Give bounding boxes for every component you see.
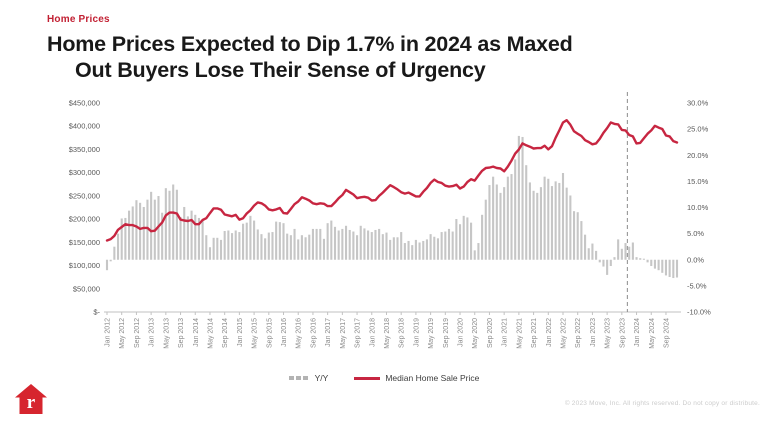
right-axis-labels: 30.0% 25.0% 20.0% 15.0% 10.0% 5.0% 0.0% -5.0% -1… xyxy=(687,99,711,317)
svg-text:Jan 2013: Jan 2013 xyxy=(149,318,156,347)
svg-text:Sep 2015: Sep 2015 xyxy=(266,318,273,348)
svg-text:Sep 2013: Sep 2013 xyxy=(178,318,185,348)
svg-text:Jan 2024: Jan 2024 xyxy=(634,318,641,347)
realtor-home-icon: r xyxy=(15,384,47,414)
svg-text:10.0%: 10.0% xyxy=(687,203,709,212)
svg-text:Jan 2022: Jan 2022 xyxy=(546,318,553,347)
left-axis-labels: $450,000 $400,000 $350,000 $300,000 $250,000… xyxy=(69,99,101,317)
svg-text:May 2017: May 2017 xyxy=(340,318,347,349)
legend-item-price: Median Home Sale Price xyxy=(354,373,479,383)
svg-text:$200,000: $200,000 xyxy=(69,215,100,224)
svg-text:May 2023: May 2023 xyxy=(605,318,612,349)
svg-text:$-: $- xyxy=(93,308,100,317)
svg-text:Jan 2021: Jan 2021 xyxy=(502,318,509,347)
svg-text:-5.0%: -5.0% xyxy=(687,281,707,290)
svg-text:May 2022: May 2022 xyxy=(561,318,568,349)
svg-text:Sep 2016: Sep 2016 xyxy=(310,318,317,348)
svg-text:$350,000: $350,000 xyxy=(69,145,100,154)
copyright-notice: © 2023 Move, Inc. All rights reserved. D… xyxy=(564,400,760,407)
yoy-bars xyxy=(105,135,679,279)
price-swatch-icon xyxy=(354,376,381,380)
svg-text:Jan 2017: Jan 2017 xyxy=(325,318,332,347)
svg-text:Jan 2012: Jan 2012 xyxy=(105,318,112,347)
svg-text:May 2020: May 2020 xyxy=(472,318,479,349)
svg-text:Jan 2014: Jan 2014 xyxy=(193,318,200,347)
svg-text:Jan 2015: Jan 2015 xyxy=(237,318,244,347)
svg-text:Jan 2016: Jan 2016 xyxy=(281,318,288,347)
svg-text:20.0%: 20.0% xyxy=(687,151,709,160)
svg-text:$50,000: $50,000 xyxy=(73,284,100,293)
svg-text:-10.0%: -10.0% xyxy=(687,308,711,317)
svg-text:$100,000: $100,000 xyxy=(69,261,100,270)
price-yoy-chart: $450,000 $400,000 $350,000 $300,000 $250,000… xyxy=(0,86,768,382)
svg-text:May 2016: May 2016 xyxy=(296,318,303,349)
svg-text:$300,000: $300,000 xyxy=(69,168,100,177)
svg-text:Sep 2017: Sep 2017 xyxy=(355,318,362,348)
page-title: Home Prices Expected to Dip 1.7% in 2024… xyxy=(47,31,647,83)
svg-text:Sep 2012: Sep 2012 xyxy=(134,318,141,348)
yoy-swatch-icon xyxy=(288,376,310,380)
svg-text:May 2021: May 2021 xyxy=(516,318,523,349)
svg-text:Sep 2018: Sep 2018 xyxy=(399,318,406,348)
svg-text:$450,000: $450,000 xyxy=(69,99,100,108)
median-price-line xyxy=(105,119,679,242)
svg-text:15.0%: 15.0% xyxy=(687,177,709,186)
svg-text:Sep 2020: Sep 2020 xyxy=(487,318,494,348)
svg-text:$150,000: $150,000 xyxy=(69,238,100,247)
svg-text:May 2019: May 2019 xyxy=(428,318,435,349)
chart-canvas: $450,000 $400,000 $350,000 $300,000 $250,000… xyxy=(69,92,711,349)
svg-text:Sep 2021: Sep 2021 xyxy=(531,318,538,348)
svg-text:May 2024: May 2024 xyxy=(649,318,656,349)
svg-text:5.0%: 5.0% xyxy=(687,229,704,238)
eyebrow-category: Home Prices xyxy=(47,14,110,25)
legend-price-label: Median Home Sale Price xyxy=(385,373,480,383)
svg-text:Jan 2018: Jan 2018 xyxy=(369,318,376,347)
svg-text:May 2013: May 2013 xyxy=(163,318,170,349)
svg-text:Sep 2022: Sep 2022 xyxy=(575,318,582,348)
svg-text:Jan 2019: Jan 2019 xyxy=(413,318,420,347)
title-line-1: Home Prices Expected to Dip 1.7% in 2024… xyxy=(47,32,573,56)
svg-text:Sep 2024: Sep 2024 xyxy=(663,318,670,348)
svg-text:Sep 2014: Sep 2014 xyxy=(222,318,229,348)
svg-text:May 2015: May 2015 xyxy=(252,318,259,349)
svg-text:Sep 2023: Sep 2023 xyxy=(619,318,626,348)
title-line-2: Out Buyers Lose Their Sense of Urgency xyxy=(75,58,486,82)
x-axis: Jan 2012 May 2012 Sep 2012 Jan 2013 May 2013… xyxy=(104,311,681,349)
svg-text:May 2014: May 2014 xyxy=(207,318,214,349)
svg-text:25.0%: 25.0% xyxy=(687,125,709,134)
svg-text:r: r xyxy=(27,392,36,413)
svg-text:$400,000: $400,000 xyxy=(69,122,100,131)
svg-text:Jan 2020: Jan 2020 xyxy=(458,318,465,347)
legend-yoy-label: Y/Y xyxy=(314,373,329,383)
svg-text:30.0%: 30.0% xyxy=(687,99,709,108)
legend-item-yoy: Y/Y xyxy=(288,373,329,383)
chart-legend: Y/Y Median Home Sale Price xyxy=(0,370,768,386)
svg-text:Jan 2023: Jan 2023 xyxy=(590,318,597,347)
svg-text:May 2012: May 2012 xyxy=(119,318,126,349)
svg-text:Sep 2019: Sep 2019 xyxy=(443,318,450,348)
svg-text:$250,000: $250,000 xyxy=(69,191,100,200)
svg-text:May 2018: May 2018 xyxy=(384,318,391,349)
svg-text:0.0%: 0.0% xyxy=(687,255,704,264)
